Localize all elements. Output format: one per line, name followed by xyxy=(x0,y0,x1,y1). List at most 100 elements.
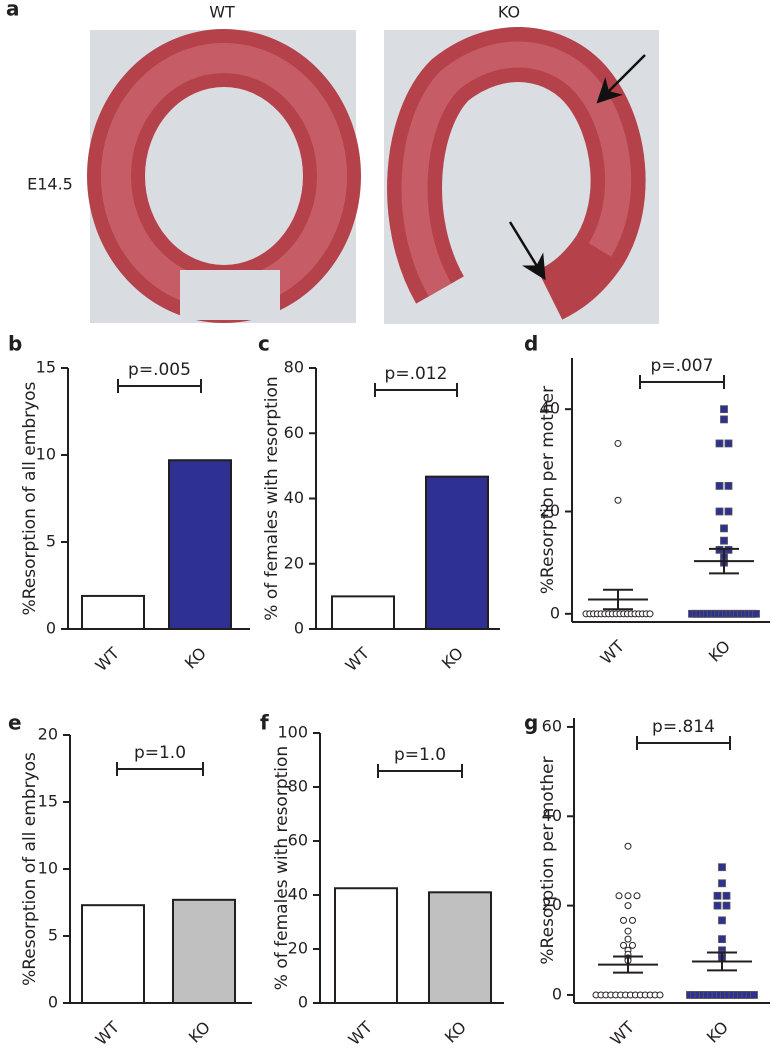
y-tick-label: 100 xyxy=(277,723,308,742)
x-tick-label: WT xyxy=(344,1017,376,1049)
x-tick-label: KO xyxy=(703,1018,732,1047)
data-point xyxy=(713,891,722,900)
y-axis-label: %Resorption of all embryos xyxy=(20,752,40,986)
data-point xyxy=(718,935,726,944)
y-tick-label: 40 xyxy=(284,488,304,507)
data-point xyxy=(620,941,627,949)
x-tick-label: WT xyxy=(606,1017,638,1049)
data-point xyxy=(646,610,654,618)
y-tick-label: 0 xyxy=(552,984,562,1003)
y-tick-label: 60 xyxy=(288,831,308,850)
x-tick-label: WT xyxy=(91,1017,123,1049)
data-point xyxy=(718,863,726,872)
significance-bracket xyxy=(117,379,202,393)
x-tick-label: WT xyxy=(341,643,373,675)
y-tick-label: 0 xyxy=(46,619,56,638)
y-axis-label: %Resorption per mother xyxy=(538,756,558,964)
data-point xyxy=(624,902,632,910)
column-label: WT xyxy=(209,3,235,22)
bar xyxy=(331,595,395,630)
significance-bracket xyxy=(377,764,463,778)
y-tick-label: 20 xyxy=(284,553,304,572)
panel-label: e xyxy=(8,711,22,735)
data-point xyxy=(624,927,632,935)
panel-label: c xyxy=(258,332,270,356)
data-point xyxy=(624,935,632,943)
bar xyxy=(168,459,232,630)
data-point xyxy=(633,892,641,900)
y-tick-label: 5 xyxy=(48,926,58,945)
y-tick-label: 5 xyxy=(46,532,56,551)
data-point xyxy=(715,545,724,554)
p-value: p=.814 xyxy=(652,717,715,737)
p-value: p=.007 xyxy=(651,356,714,376)
x-tick-label: KO xyxy=(441,1018,470,1047)
error-bar xyxy=(613,955,643,974)
bar xyxy=(81,594,145,631)
y-tick-label: 0 xyxy=(48,993,58,1012)
data-point xyxy=(722,901,731,910)
data-point xyxy=(720,405,728,414)
bar xyxy=(425,475,489,630)
data-point xyxy=(752,609,760,618)
y-tick-label: 15 xyxy=(38,792,58,811)
y-axis-label: % of females with resorption xyxy=(272,746,292,990)
y-tick-label: 40 xyxy=(540,399,560,418)
y-axis-label: %Resorption of all embryos xyxy=(20,381,40,615)
significance-bracket xyxy=(636,736,731,750)
significance-bracket xyxy=(374,383,458,397)
x-tick-label: WT xyxy=(596,636,628,668)
column-label: KO xyxy=(498,3,520,22)
y-tick-label: 20 xyxy=(542,895,562,914)
y-axis-label: % of females with resorption xyxy=(262,376,282,620)
bar xyxy=(334,887,398,1004)
data-point xyxy=(624,892,632,900)
p-value: p=.012 xyxy=(385,364,448,384)
data-point xyxy=(624,842,632,850)
error-bar xyxy=(707,951,737,972)
bar xyxy=(172,898,236,1005)
data-point xyxy=(718,879,726,888)
y-tick-label: 60 xyxy=(542,716,562,735)
y-tick-label: 0 xyxy=(294,619,304,638)
y-tick-label: 40 xyxy=(542,806,562,825)
data-point xyxy=(629,916,636,924)
panel-label: d xyxy=(524,332,538,356)
y-axis-label: %Resorption per mother xyxy=(538,386,558,594)
data-point xyxy=(656,991,664,999)
data-point xyxy=(718,916,726,925)
p-value: p=1.0 xyxy=(394,745,446,765)
y-tick-label: 0 xyxy=(550,603,560,622)
y-tick-label: 20 xyxy=(288,939,308,958)
data-point xyxy=(715,507,724,516)
data-point xyxy=(720,536,728,545)
photo-ko xyxy=(384,27,659,324)
significance-bracket xyxy=(639,375,725,389)
data-point xyxy=(722,891,731,900)
panel-label: f xyxy=(260,711,269,735)
y-tick-label: 10 xyxy=(36,445,56,464)
y-tick-label: 20 xyxy=(38,725,58,744)
data-point xyxy=(620,916,627,924)
y-tick-label: 10 xyxy=(38,859,58,878)
p-value: p=.005 xyxy=(128,360,191,380)
y-tick-label: 80 xyxy=(284,358,304,377)
x-tick-label: KO xyxy=(705,637,734,666)
y-tick-label: 0 xyxy=(298,993,308,1012)
data-point xyxy=(713,901,722,910)
x-tick-label: KO xyxy=(185,1018,214,1047)
data-point xyxy=(724,545,733,554)
data-point xyxy=(715,482,724,490)
panel-label: g xyxy=(524,711,538,735)
data-point xyxy=(614,439,622,447)
data-point xyxy=(724,439,733,448)
data-point xyxy=(724,482,733,490)
data-point xyxy=(615,892,623,900)
x-tick-label: KO xyxy=(181,644,210,673)
data-point xyxy=(720,415,728,424)
data-point xyxy=(724,507,733,516)
bar xyxy=(428,891,492,1004)
photo-wt xyxy=(87,29,361,323)
x-tick-label: WT xyxy=(91,643,123,675)
